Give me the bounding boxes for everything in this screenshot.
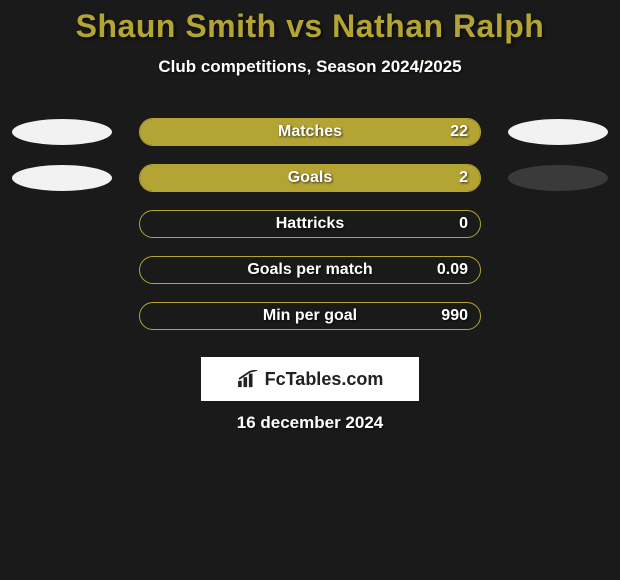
stat-label: Hattricks — [140, 211, 480, 237]
stat-row: Goals2 — [0, 155, 620, 201]
stat-value: 0.09 — [437, 257, 468, 283]
stat-value: 0 — [459, 211, 468, 237]
brand-logo-text: FcTables.com — [265, 369, 384, 390]
stat-bar-fill — [140, 119, 480, 145]
brand-logo[interactable]: FcTables.com — [201, 357, 419, 401]
stat-bar: Goals2 — [139, 164, 481, 192]
stat-row: Hattricks0 — [0, 201, 620, 247]
page-subtitle: Club competitions, Season 2024/2025 — [0, 57, 620, 77]
stat-row: Min per goal990 — [0, 293, 620, 339]
stat-row: Matches22 — [0, 109, 620, 155]
left-player-marker — [12, 119, 112, 145]
right-player-marker — [508, 165, 608, 191]
comparison-container: Shaun Smith vs Nathan Ralph Club competi… — [0, 0, 620, 433]
chart-icon — [237, 370, 259, 388]
stat-bar: Min per goal990 — [139, 302, 481, 330]
page-title: Shaun Smith vs Nathan Ralph — [0, 8, 620, 45]
stat-label: Min per goal — [140, 303, 480, 329]
left-player-marker — [12, 165, 112, 191]
stat-value: 990 — [441, 303, 468, 329]
right-player-marker — [508, 119, 608, 145]
stat-bar: Matches22 — [139, 118, 481, 146]
stat-label: Goals per match — [140, 257, 480, 283]
stat-bar: Hattricks0 — [139, 210, 481, 238]
stat-rows: Matches22 Goals2 Hattricks0 Goals per match… — [0, 109, 620, 339]
stat-bar-fill — [140, 165, 480, 191]
stat-bar: Goals per match0.09 — [139, 256, 481, 284]
date-text: 16 december 2024 — [0, 413, 620, 433]
stat-row: Goals per match0.09 — [0, 247, 620, 293]
